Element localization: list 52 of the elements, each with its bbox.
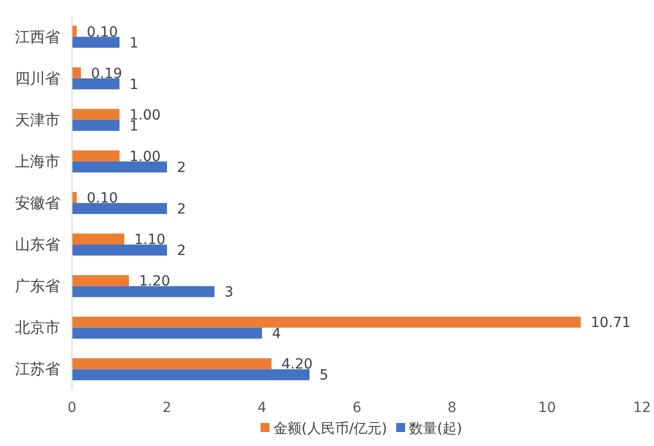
bar [72,36,120,48]
data-label: 0.19 [91,66,122,82]
bar [72,275,129,286]
data-label: 2 [177,243,186,260]
x-tick-label: 10 [538,400,556,416]
data-label: 5 [320,368,328,384]
data-label: 0.10 [86,190,118,206]
data-label: 4.20 [282,356,313,373]
bar [72,328,262,339]
bar [72,286,214,298]
y-tick-label: 北京市 [15,318,60,337]
bar [72,316,581,328]
data-label: 2 [177,160,186,176]
x-tick-label: 4 [258,400,267,416]
data-label: 1.00 [130,148,161,165]
bar [72,26,77,37]
bar [72,369,310,380]
legend-label: 数量(起) [409,421,462,437]
y-tick-label: 上海市 [15,152,60,170]
bar [72,150,120,162]
data-label: 1.20 [139,274,170,290]
y-tick-label: 安徽省 [15,194,60,212]
bar [72,161,167,172]
data-label: 3 [224,284,234,301]
data-label: 1 [130,35,138,52]
bar [72,78,120,90]
y-tick-label: 广东省 [15,277,60,296]
bar [72,67,82,78]
x-tick-label: 2 [162,400,172,416]
x-tick-label: 8 [448,400,456,416]
bar [72,234,124,245]
bar [72,358,272,370]
y-tick-label: 山东省 [15,236,60,254]
x-tick-label: 0 [68,400,76,416]
data-label: 2 [177,202,186,218]
y-tick-label: 四川省 [15,69,60,88]
bar [72,120,120,131]
x-tick-label: 12 [633,400,651,416]
data-label: 1.10 [134,232,166,248]
y-tick-label: 江苏省 [15,360,60,378]
legend-label: 金额(人民币/亿元) [274,421,388,437]
bar [72,108,120,120]
data-label: 0.10 [86,24,118,40]
data-label: 1 [130,76,138,93]
bar [72,192,77,203]
data-label: 4 [272,326,281,342]
x-tick-label: 6 [352,400,362,416]
bar [72,244,167,256]
y-tick-label: 江西省 [15,28,60,46]
y-tick-label: 天津市 [15,110,60,129]
data-label: 10.71 [590,315,631,332]
bar [72,203,167,214]
